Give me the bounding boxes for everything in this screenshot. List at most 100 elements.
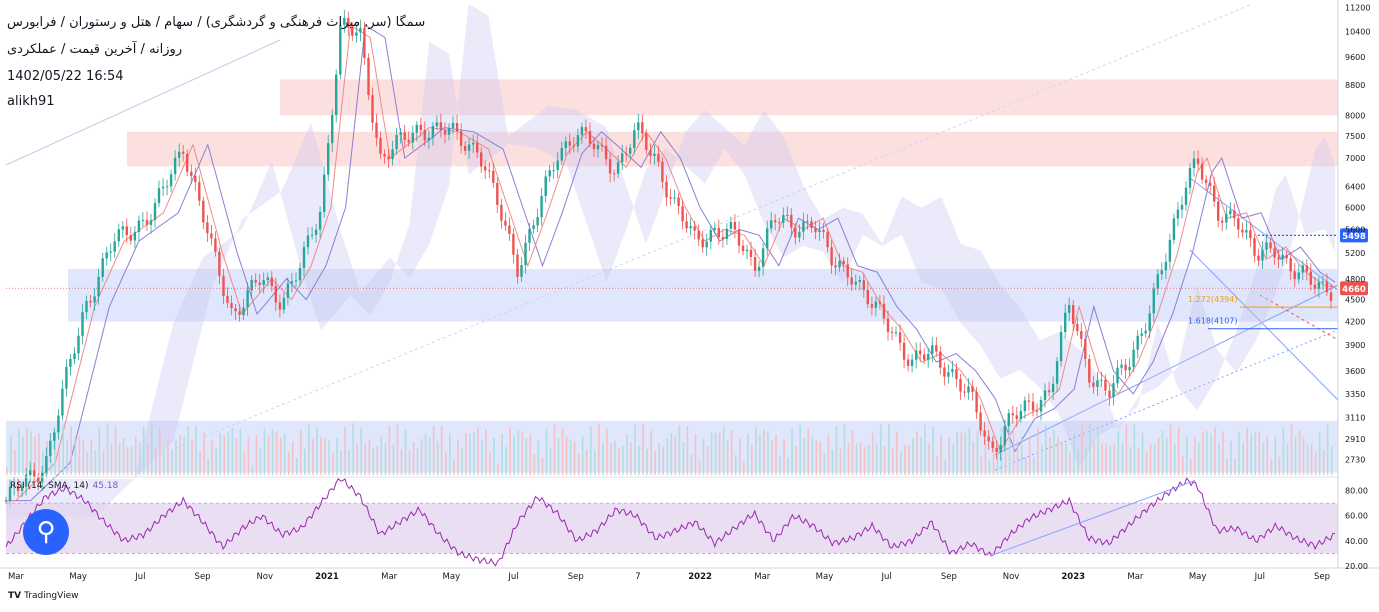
candle-body: [1047, 390, 1051, 393]
candle-body: [1031, 401, 1035, 411]
candle-body: [677, 197, 680, 207]
candle-body: [359, 28, 362, 33]
candle-body: [1164, 261, 1168, 271]
candle-body: [766, 228, 769, 249]
volume-bar: [831, 449, 834, 475]
candle-body: [866, 290, 869, 305]
candle-body: [238, 311, 241, 315]
candle-body: [1148, 313, 1151, 331]
candle-body: [149, 220, 153, 225]
volume-bar: [1294, 436, 1297, 475]
volume-bar: [231, 427, 234, 475]
candle-body: [153, 203, 157, 221]
volume-bar: [650, 430, 652, 475]
tradingview-footer[interactable]: TV TradingView: [8, 591, 79, 601]
candle-body: [1104, 379, 1107, 391]
candle-body: [737, 229, 741, 246]
candle-body: [439, 122, 443, 130]
volume-bar: [565, 436, 568, 475]
volume-bar: [682, 442, 685, 475]
volume-bar: [747, 433, 749, 475]
candle-body: [141, 219, 145, 221]
candle-body: [1237, 218, 1240, 230]
volume-bar: [606, 428, 608, 475]
volume-bar: [420, 439, 423, 475]
candle-body: [186, 153, 189, 172]
y-tick-label: 8800: [1345, 81, 1365, 90]
volume-bar: [614, 440, 616, 475]
candle-body: [1325, 281, 1329, 293]
candle-body: [729, 222, 733, 229]
volume-bar: [541, 457, 544, 475]
volume-bar: [863, 447, 866, 475]
candle-body: [105, 252, 108, 259]
candle-body: [1156, 274, 1159, 289]
candle-body: [604, 145, 608, 160]
candle-body: [858, 280, 861, 282]
kijun-line: [6, 24, 1336, 502]
volume-bar: [412, 442, 415, 475]
candle-body: [862, 280, 865, 290]
marked-level-label: 5498: [1342, 232, 1366, 242]
candle-body: [113, 241, 116, 252]
symbol-title: سمگا (سر. میراث فرهنگی و گردشگری) / سهام…: [7, 15, 426, 30]
candle-body: [1293, 271, 1296, 280]
pin-icon[interactable]: ⚲: [23, 509, 69, 555]
rsi-legend[interactable]: RSI (14, SMA, 14) 45.18: [10, 481, 118, 491]
candle-body: [1277, 257, 1280, 260]
candle-body: [1096, 380, 1099, 387]
volume-bar: [1218, 442, 1220, 475]
volume-bar: [396, 423, 399, 475]
volume-bar: [1012, 431, 1015, 475]
volume-bar: [1141, 432, 1144, 475]
rsi-legend-value: 45.18: [92, 481, 119, 491]
volume-bar: [356, 443, 358, 475]
volume-bar: [771, 439, 773, 475]
candle-body: [1176, 209, 1180, 219]
candle-body: [182, 151, 185, 154]
volume-bar: [110, 443, 113, 475]
candle-body: [1100, 379, 1103, 381]
volume-bar: [94, 450, 97, 475]
candle-body: [12, 485, 16, 487]
candle-body: [282, 297, 286, 310]
volume-bar: [573, 441, 576, 475]
volume-bar: [952, 444, 954, 475]
volume-bar: [743, 461, 745, 475]
candle-body: [165, 186, 169, 188]
volume-bar: [316, 427, 318, 475]
volume-bar: [1109, 445, 1112, 475]
candle-body: [379, 138, 382, 154]
volume-bar: [561, 428, 564, 475]
volume-bar: [1278, 457, 1281, 475]
candle-body: [1249, 230, 1252, 239]
volume-bar: [1057, 437, 1059, 475]
volume-bar: [424, 433, 427, 475]
candle-body: [89, 301, 92, 303]
volume-bar: [348, 449, 350, 475]
candle-body: [419, 124, 422, 131]
candle-body: [890, 331, 894, 333]
candle-body: [69, 359, 72, 367]
candle-body: [963, 391, 966, 393]
candle-body: [1329, 292, 1333, 301]
candle-body: [302, 247, 306, 268]
volume-bar: [1121, 442, 1124, 475]
volume-bar: [730, 430, 733, 475]
volume-bar: [1322, 449, 1325, 475]
candle-body: [1152, 288, 1155, 314]
volume-bar: [594, 449, 596, 475]
candle-body: [1023, 400, 1027, 412]
volume-bar: [875, 442, 878, 475]
candle-body: [556, 160, 559, 171]
volume-bar: [803, 437, 805, 475]
candle-body: [1184, 187, 1188, 205]
volume-bar: [98, 427, 101, 475]
candle-body: [1196, 158, 1200, 164]
volume-bar: [1113, 444, 1116, 475]
volume-bar: [1165, 437, 1168, 475]
candle-body: [318, 212, 322, 230]
volume-bar: [662, 446, 664, 475]
